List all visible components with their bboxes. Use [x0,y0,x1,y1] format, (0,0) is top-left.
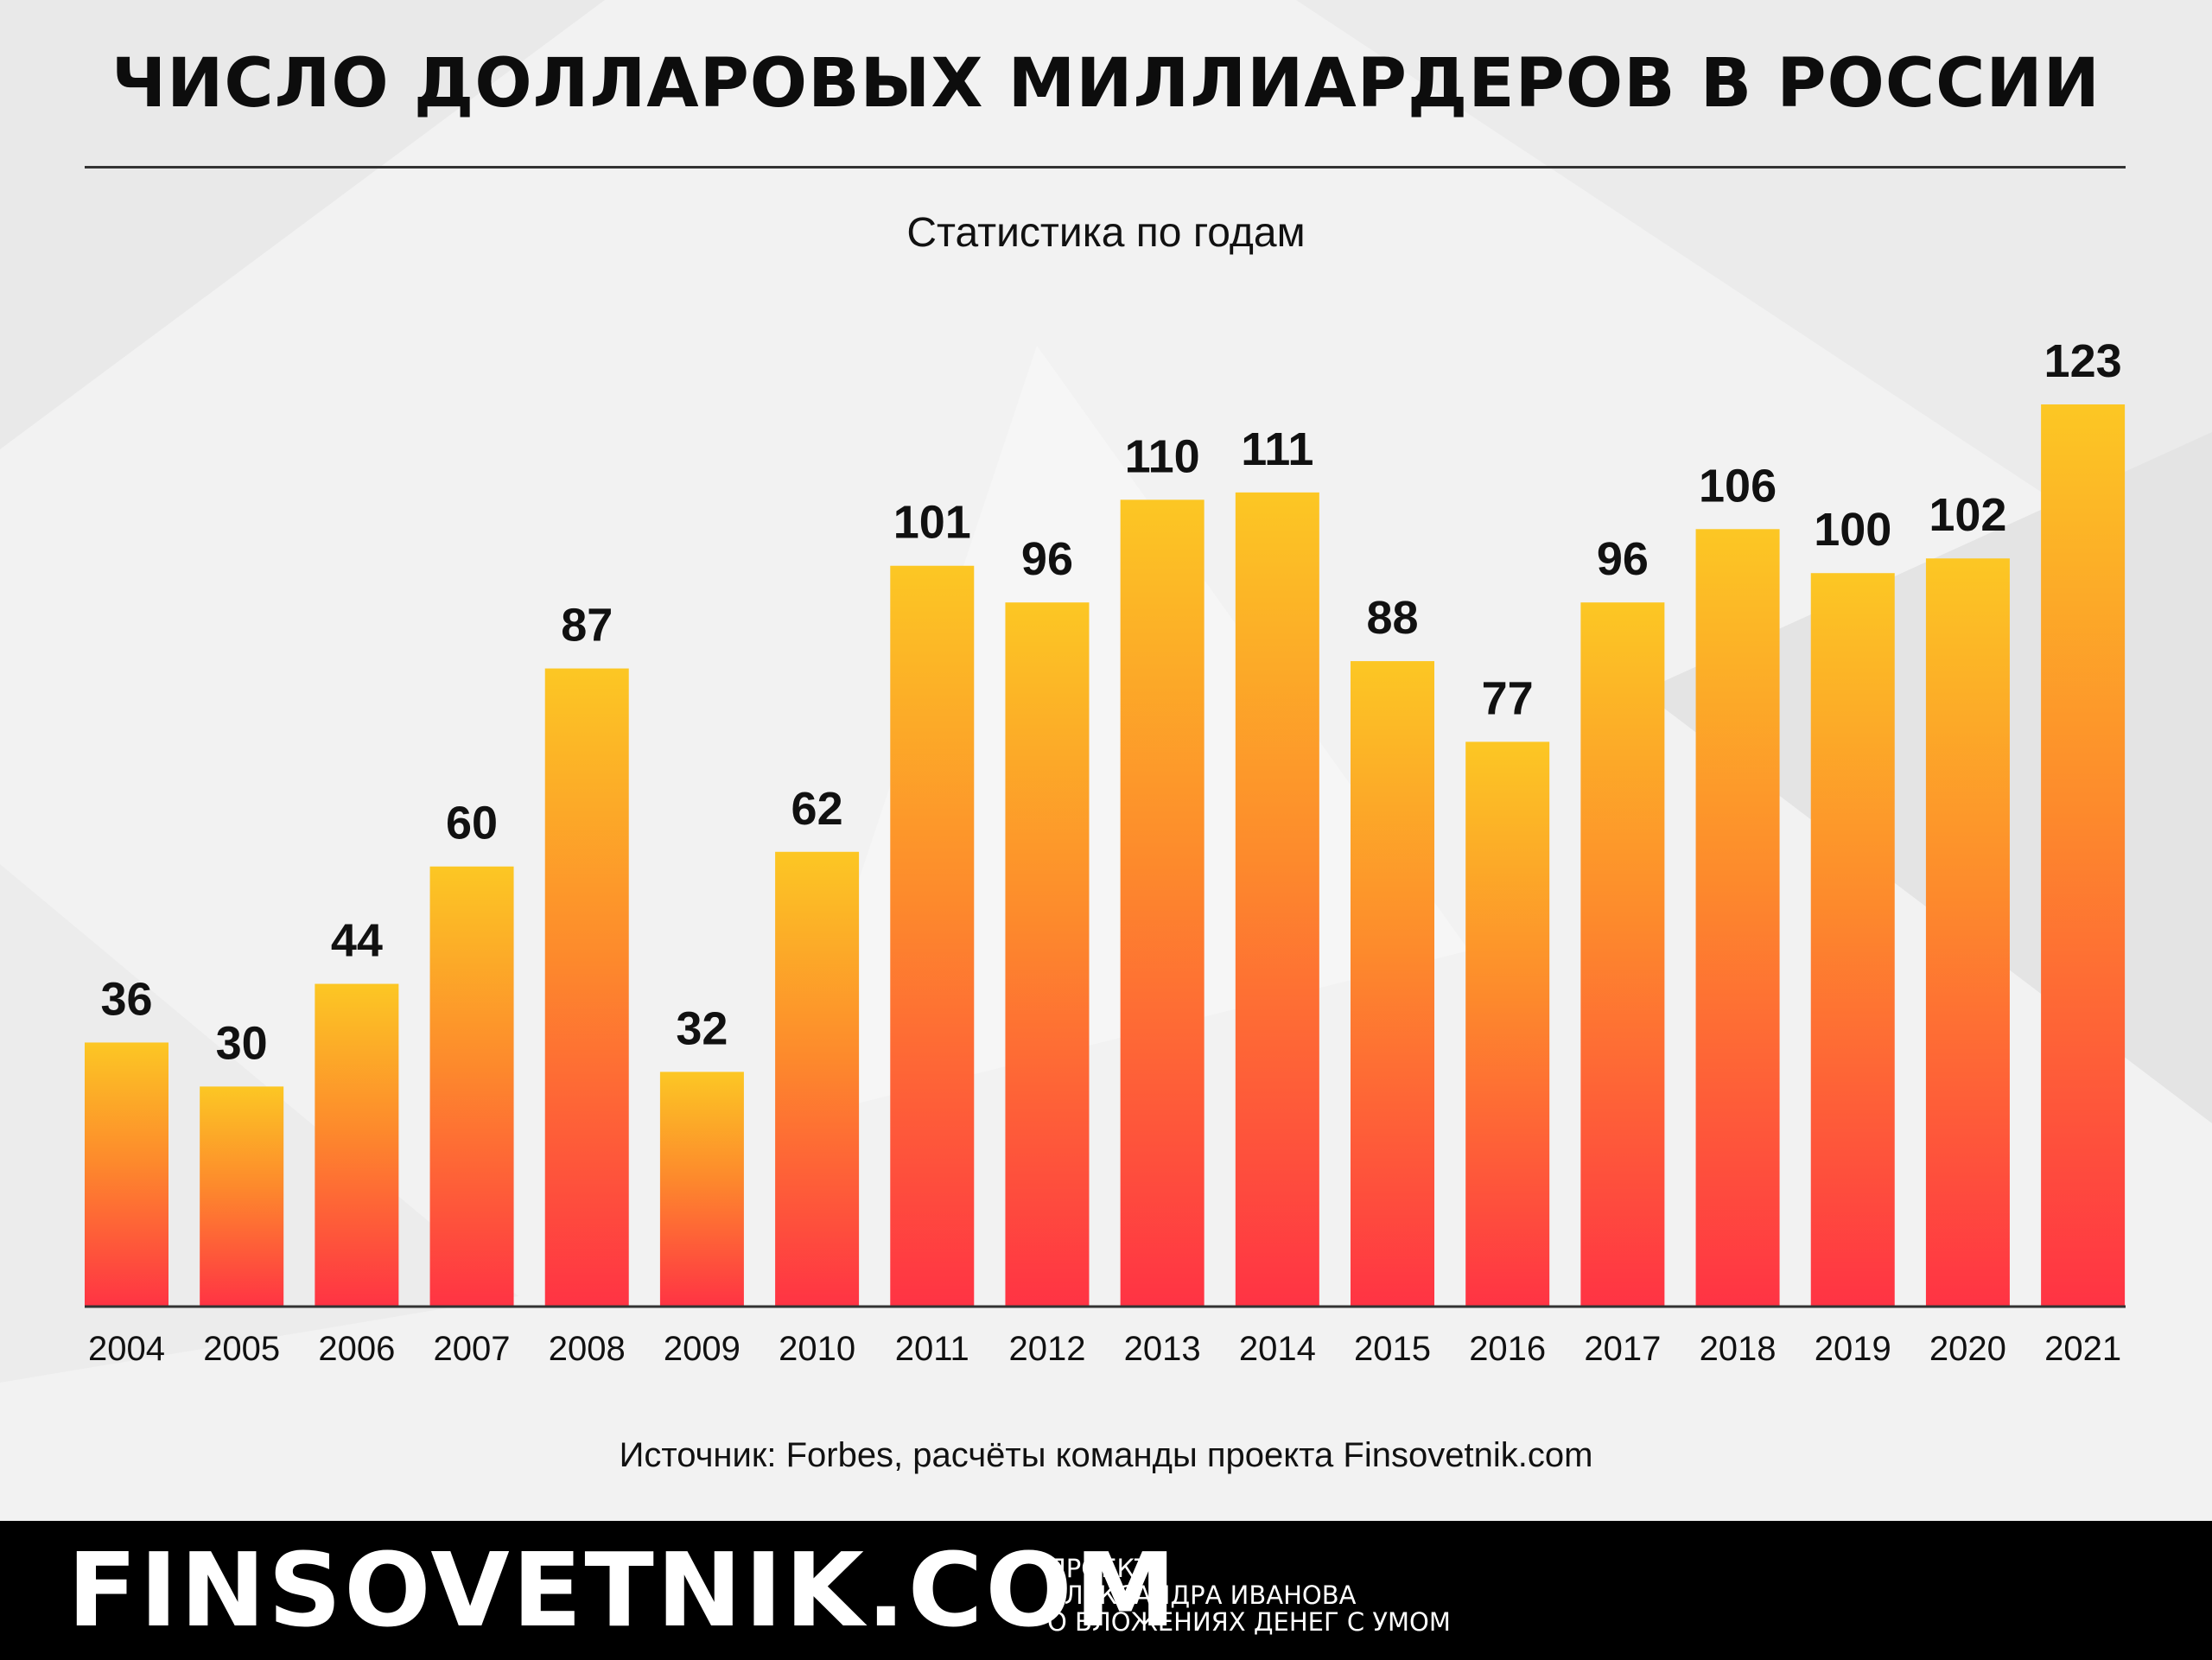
x-tick-label-2014: 2014 [1239,1330,1316,1368]
x-tick-label-2020: 2020 [1929,1330,2006,1368]
tagline-line-3: О ВЛОЖЕНИЯХ ДЕНЕГ С УМОМ [1047,1607,1451,1637]
bar-2012 [1005,602,1090,1307]
bar-2013 [1120,499,1205,1307]
tagline-line-2: АЛЕКСАНДРА ИВАНОВА [1047,1580,1357,1610]
x-tick-label-2010: 2010 [779,1330,855,1368]
bar-2011 [890,565,975,1307]
value-label-2016: 77 [1482,672,1534,724]
bar-2006 [315,983,399,1307]
x-tick-label-2005: 2005 [203,1330,280,1368]
value-label-2007: 60 [446,798,498,849]
x-tick-label-2019: 2019 [1815,1330,1891,1368]
bar-2007 [429,866,514,1307]
value-label-2014: 111 [1241,423,1313,475]
bar-2021 [2041,404,2126,1307]
value-label-2008: 87 [561,600,613,652]
page-title: ЧИСЛО ДОЛЛАРОВЫХ МИЛЛИАРДЕРОВ В РОССИИ [111,45,2101,123]
value-label-2005: 30 [216,1017,268,1069]
x-tick-label-2016: 2016 [1469,1330,1546,1368]
value-labels: 36 30 44 60 87 32 62 101 96 110 111 88 77 96 106 100 102… [100,335,2121,1069]
footer-bar: FINSOVETNIK.COM ПРОЕКТ АЛЕКСАНДРА ИВАНОВ… [0,1521,2212,1660]
value-label-2010: 62 [791,783,843,835]
x-tick-label-2011: 2011 [895,1330,969,1368]
x-tick-labels: 2004 2005 2006 2007 2008 2009 2010 2011 2012 2013… [88,1330,2121,1368]
value-label-2009: 32 [676,1002,728,1054]
value-label-2015: 88 [1366,592,1418,644]
x-tick-label-2018: 2018 [1700,1330,1777,1368]
value-label-2021: 123 [2044,335,2122,387]
bar-2020 [1925,558,2010,1307]
source-note: Источник: Forbes, расчёты команды проект… [619,1436,1593,1474]
value-label-2011: 101 [893,497,971,549]
bar-2015 [1351,661,1435,1307]
x-tick-label-2013: 2013 [1124,1330,1201,1368]
tagline-line-1: ПРОЕКТ [1047,1554,1150,1583]
title-divider [85,166,2126,169]
bar-2009 [659,1072,744,1307]
x-tick-label-2015: 2015 [1354,1330,1431,1368]
bar-2018 [1695,529,1780,1307]
x-tick-label-2008: 2008 [549,1330,626,1368]
bar-2017 [1580,602,1665,1307]
bar-2008 [544,668,629,1307]
bar-2014 [1235,492,1319,1307]
value-label-2017: 96 [1597,533,1649,585]
bars [85,404,2126,1307]
project-tagline: ПРОЕКТ АЛЕКСАНДРА ИВАНОВА О ВЛОЖЕНИЯХ ДЕ… [1047,1555,1451,1636]
value-label-2012: 96 [1021,533,1073,585]
value-label-2019: 100 [1814,504,1891,556]
chart-subtitle: Статистика по годам [906,210,1306,256]
bar-2016 [1465,741,1550,1307]
x-tick-label-2021: 2021 [2044,1330,2121,1368]
bar-2005 [200,1086,284,1307]
value-label-2018: 106 [1699,460,1777,512]
bar-2010 [775,851,860,1307]
value-label-2006: 44 [331,915,383,967]
x-tick-label-2006: 2006 [318,1330,395,1368]
site-logo[interactable]: FINSOVETNIK.COM [67,1530,1179,1650]
x-tick-label-2012: 2012 [1008,1330,1085,1368]
bar-2019 [1810,573,1895,1307]
value-label-2020: 102 [1929,489,2006,541]
x-tick-label-2007: 2007 [434,1330,511,1368]
x-tick-label-2004: 2004 [88,1330,165,1368]
bar-chart: 36 30 44 60 87 32 62 101 96 110 111 88 77 96 106 100 102… [85,335,2126,1368]
x-tick-label-2009: 2009 [664,1330,741,1368]
value-label-2004: 36 [100,973,152,1025]
value-label-2013: 110 [1125,430,1200,482]
x-tick-label-2017: 2017 [1584,1330,1661,1368]
bar-2004 [85,1042,168,1307]
